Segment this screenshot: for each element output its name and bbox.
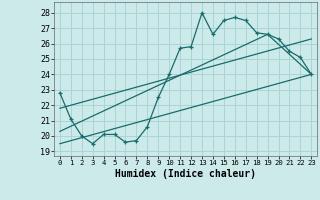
- X-axis label: Humidex (Indice chaleur): Humidex (Indice chaleur): [115, 169, 256, 179]
